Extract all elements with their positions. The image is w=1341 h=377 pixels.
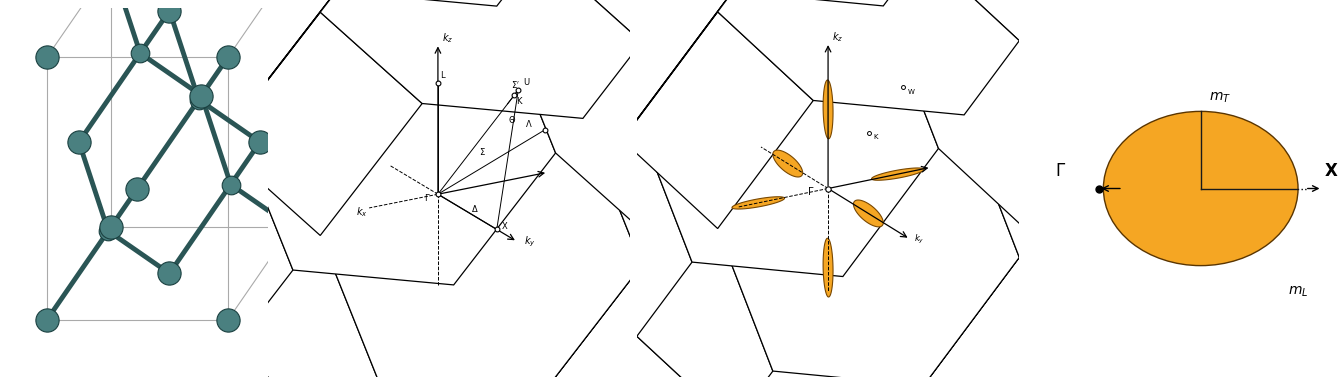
Point	[485, 226, 507, 232]
Polygon shape	[582, 120, 692, 336]
Polygon shape	[884, 0, 1074, 237]
Polygon shape	[637, 0, 939, 277]
Polygon shape	[219, 12, 422, 236]
Point	[158, 270, 180, 276]
Polygon shape	[496, 189, 700, 377]
Text: $\Delta$: $\Delta$	[471, 203, 479, 215]
Text: U: U	[523, 78, 528, 87]
Polygon shape	[320, 104, 642, 377]
Point	[98, 228, 119, 234]
Polygon shape	[176, 144, 380, 377]
Polygon shape	[637, 262, 939, 377]
Polygon shape	[853, 200, 884, 227]
Text: $\Theta$: $\Theta$	[508, 114, 516, 125]
Text: $\Gamma$: $\Gamma$	[807, 185, 814, 197]
Ellipse shape	[1104, 111, 1298, 266]
Polygon shape	[235, 0, 555, 285]
Point	[36, 317, 58, 323]
Point	[428, 80, 449, 86]
Point	[101, 224, 122, 230]
Text: $\Gamma$: $\Gamma$	[1055, 162, 1066, 180]
Polygon shape	[582, 0, 772, 194]
Text: $m_T$: $m_T$	[1208, 91, 1231, 105]
Text: K: K	[516, 97, 522, 106]
Point	[507, 87, 528, 93]
Text: $m_L$: $m_L$	[1289, 284, 1309, 299]
Text: $k_z$: $k_z$	[833, 30, 843, 44]
Point	[1088, 185, 1109, 192]
Polygon shape	[337, 0, 540, 6]
Polygon shape	[772, 150, 803, 177]
Text: $k_z$: $k_z$	[443, 31, 453, 45]
Point	[158, 8, 180, 14]
Point	[217, 54, 239, 60]
Point	[130, 50, 152, 56]
Text: X: X	[502, 222, 507, 231]
Polygon shape	[622, 12, 813, 228]
Point	[249, 139, 271, 145]
Point	[504, 92, 526, 98]
Text: L: L	[440, 71, 445, 80]
Text: $k_y$: $k_y$	[915, 233, 925, 246]
Polygon shape	[176, 0, 380, 200]
Text: $k_y$: $k_y$	[524, 234, 536, 249]
Polygon shape	[823, 238, 833, 297]
Point	[535, 127, 557, 133]
Polygon shape	[964, 41, 1074, 257]
Polygon shape	[732, 197, 784, 209]
Point	[858, 130, 880, 136]
Polygon shape	[717, 100, 1019, 377]
Text: $\Gamma$: $\Gamma$	[424, 192, 430, 203]
Text: $\Sigma$: $\Sigma$	[479, 146, 485, 157]
Polygon shape	[843, 149, 1034, 365]
Point	[36, 54, 58, 60]
Polygon shape	[732, 371, 924, 377]
Point	[190, 93, 212, 99]
Polygon shape	[320, 0, 642, 118]
Text: $\Sigma'$: $\Sigma'$	[511, 78, 520, 89]
Text: $k_x$: $k_x$	[355, 205, 367, 219]
Text: K: K	[874, 135, 878, 141]
Point	[217, 317, 239, 323]
Polygon shape	[235, 270, 555, 377]
Point	[282, 224, 303, 230]
Polygon shape	[453, 153, 657, 376]
Polygon shape	[176, 123, 292, 346]
Point	[126, 185, 149, 192]
Polygon shape	[732, 0, 924, 6]
Polygon shape	[496, 0, 700, 244]
Polygon shape	[823, 80, 833, 139]
Point	[188, 97, 209, 103]
Text: X: X	[1325, 162, 1337, 180]
Point	[817, 185, 839, 192]
Text: W: W	[908, 89, 915, 95]
Point	[893, 84, 915, 90]
Point	[428, 191, 449, 197]
Polygon shape	[884, 183, 1074, 377]
Polygon shape	[717, 0, 1019, 115]
Polygon shape	[583, 42, 700, 265]
Point	[68, 139, 90, 145]
Text: $\Lambda$: $\Lambda$	[524, 118, 532, 129]
Polygon shape	[872, 168, 924, 180]
Point	[220, 181, 241, 187]
Polygon shape	[582, 140, 772, 377]
